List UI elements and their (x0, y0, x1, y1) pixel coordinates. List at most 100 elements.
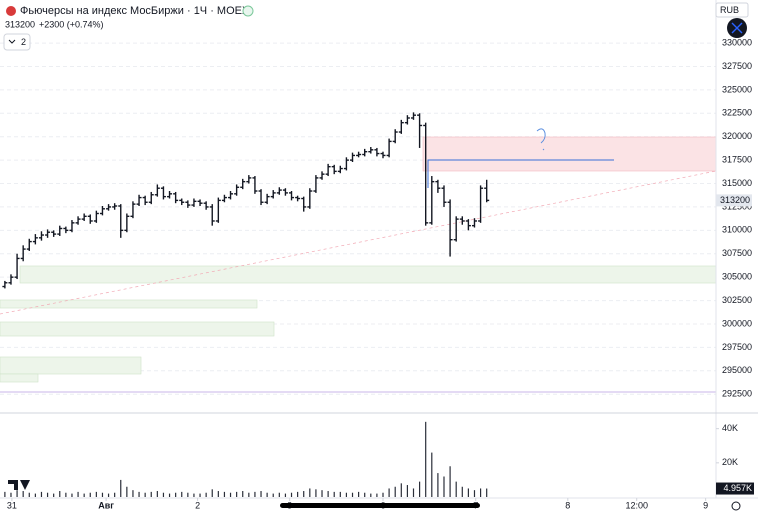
ohlc-bar (93, 210, 99, 223)
ohlc-bar (325, 163, 331, 177)
support-zone (0, 321, 275, 337)
scale-icon (731, 22, 743, 34)
collapse-button[interactable] (3, 33, 31, 51)
ohlc-bar (203, 201, 209, 210)
ohlc-bar (417, 113, 423, 148)
ohlc-bar (368, 147, 374, 154)
ohlc-bar (343, 157, 349, 171)
ohlc-bar (392, 129, 398, 144)
ohlc-bar (130, 201, 136, 219)
indicators-count: 2 (21, 37, 26, 47)
y-tick-label: 295000 (722, 365, 752, 375)
ohlc-bar (81, 213, 87, 221)
support-zone (0, 373, 39, 383)
y-tick-label: 300000 (722, 318, 752, 328)
ohlc-bar (215, 197, 221, 223)
ohlc-bar (185, 200, 191, 208)
y-tick-label: 322500 (722, 108, 752, 118)
ohlc-bar (307, 188, 313, 209)
symbol-title: Фьючерсы на индекс МосБиржи · 1Ч · MOEX (20, 5, 250, 17)
ohlc-bar (331, 164, 337, 175)
x-tick-label: Авг (98, 500, 114, 510)
y-tick-label: 320000 (722, 131, 752, 141)
ohlc-bar (209, 204, 215, 226)
ohlc-bar (362, 148, 368, 157)
ohlc-bar (465, 219, 471, 231)
ohlc-bar (45, 229, 51, 238)
target-line (427, 159, 614, 188)
ohlc-bar (191, 198, 197, 207)
plot: 292500 295000 297500 300000 302500 305000 3075… (2, 37, 754, 510)
ohlc-bar (57, 225, 63, 236)
y-tick-label: 315000 (722, 178, 752, 188)
volume-label-box (716, 482, 754, 495)
y-tick-label: 330000 (722, 37, 752, 47)
ohlc-bar (337, 165, 343, 174)
x-tick-label: 12:00 (625, 500, 648, 510)
ohlc-bar (160, 186, 166, 200)
ohlc-bar (270, 190, 276, 199)
support-zone (0, 299, 258, 309)
ohlc-bar (301, 196, 307, 212)
y-tick-label: 302500 (722, 295, 752, 305)
drawings (0, 128, 717, 393)
y-tick-label: 325000 (722, 84, 752, 94)
ohlc-bar (14, 253, 20, 280)
ohlc-bar (478, 185, 484, 223)
ohlc-bar (295, 195, 301, 202)
ohlc-bar (124, 213, 130, 233)
x-tick-label: 9 (703, 500, 708, 510)
ohlc-bar (447, 199, 453, 257)
ohlc-bar (264, 193, 270, 205)
resistance-zone (422, 136, 717, 172)
ohlc-bar (87, 214, 93, 224)
ohlc-bar (313, 175, 319, 193)
volume-tick-label: 40K (722, 423, 738, 433)
ohlc-bar (173, 191, 179, 204)
ohlc-bar (356, 151, 362, 158)
ohlc-bar (8, 274, 14, 285)
x-tick-label: 8 (565, 500, 570, 510)
ohlc-bar (484, 179, 490, 203)
ohlc-bar (350, 152, 356, 162)
ohlc-bar (2, 280, 8, 289)
ohlc-bar (386, 138, 392, 158)
home-indicator (280, 503, 480, 508)
support-zone (0, 356, 142, 375)
ohlc-bar (410, 112, 416, 120)
ohlc-bar (221, 194, 227, 203)
ohlc-bar (429, 176, 435, 225)
ohlc-bar (319, 171, 325, 180)
y-tick-label: 307500 (722, 248, 752, 258)
ohlc-bar (441, 185, 447, 207)
settings-icon[interactable] (731, 501, 741, 511)
y-tick-label: 327500 (722, 61, 752, 71)
last-price: 313200 (5, 19, 35, 29)
ohlc-bar (471, 218, 477, 228)
volume-tick-label: 20K (722, 457, 738, 467)
ohlc-bar (453, 216, 459, 242)
ohlc-bar (136, 194, 142, 206)
ohlc-bar (404, 115, 410, 125)
ohlc-bar (234, 184, 240, 196)
price-label: 313200 (720, 195, 750, 205)
ohlc-bar (282, 188, 288, 196)
x-tick-label: 31 (7, 500, 17, 510)
ohlc-bar (99, 206, 105, 216)
ohlc-bar (197, 199, 203, 206)
ohlc-bar (69, 220, 75, 233)
price-change: +2300 (+0.74%) (39, 19, 104, 29)
price-label-box (716, 194, 752, 207)
ohlc-bar (167, 191, 173, 199)
volume-label: 4.957K (723, 483, 752, 493)
ohlc-bar (112, 203, 118, 210)
ohlc-bar (398, 119, 404, 134)
currency-button[interactable] (715, 2, 749, 18)
ohlc-bar (246, 175, 252, 184)
status-icon (242, 5, 254, 17)
ohlc-bar (154, 184, 160, 197)
ohlc-bar (252, 176, 258, 194)
ohlc-bar (142, 195, 148, 206)
support-zone (19, 265, 717, 284)
